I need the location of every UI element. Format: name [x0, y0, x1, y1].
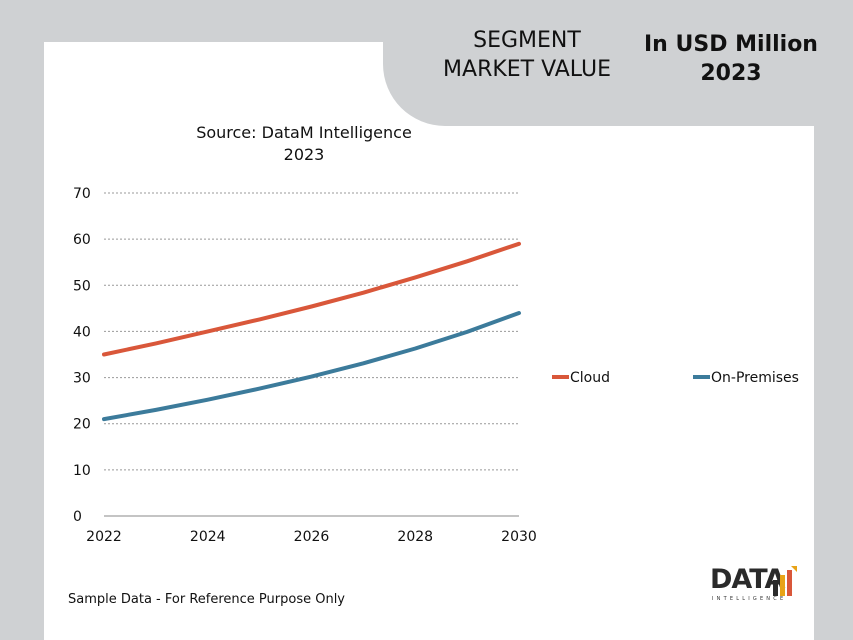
y-tick-label: 10: [73, 463, 91, 479]
unit-title: In USD Million 2023: [644, 32, 818, 86]
legend-label: On-Premises: [711, 370, 799, 386]
y-tick-label: 70: [73, 186, 91, 202]
logo-tagline: INTELLIGENCE: [712, 596, 787, 602]
x-tick-label: 2030: [501, 529, 537, 545]
footnote: Sample Data - For Reference Purpose Only: [68, 592, 345, 607]
y-tick-label: 60: [73, 232, 91, 248]
chart-title-line: 2023: [284, 145, 325, 164]
legend-label: Cloud: [570, 370, 610, 386]
x-tick-label: 2024: [190, 529, 226, 545]
x-tick-label: 2028: [397, 529, 433, 545]
y-tick-label: 50: [73, 278, 91, 294]
logo-word: DATA: [710, 564, 785, 595]
series-line-cloud: [102, 241, 521, 357]
segment-title: SEGMENT MARKET VALUE: [443, 28, 611, 82]
chart-title: Source: DataM Intelligence 2023: [196, 123, 412, 164]
x-axis-ticks: 2022 2024 2026 2028 2030: [86, 529, 537, 545]
series-line-on-premises: [102, 311, 521, 422]
datam-logo: DATA INTELLIGENCE: [706, 558, 802, 610]
y-tick-label: 30: [73, 371, 91, 387]
y-axis-ticks: 0 10 20 30 40 50 60 70: [73, 186, 91, 525]
y-tick-label: 40: [73, 324, 91, 340]
chart-title-line: Source: DataM Intelligence: [196, 123, 412, 142]
x-tick-label: 2022: [86, 529, 122, 545]
bar-chart-icon: [773, 566, 797, 596]
y-tick-label: 20: [73, 417, 91, 433]
header-tab: [383, 0, 853, 126]
y-tick-label: 0: [73, 509, 82, 525]
series-lines: [102, 241, 521, 422]
legend: Cloud On-Premises: [552, 370, 799, 386]
x-tick-label: 2026: [294, 529, 330, 545]
grid-lines: [104, 192, 519, 517]
